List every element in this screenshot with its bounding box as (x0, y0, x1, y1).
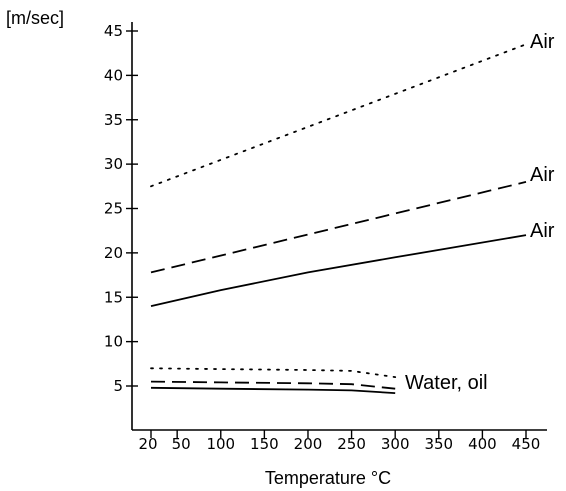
series-label-1: Air (530, 31, 555, 53)
x-tick-label: 20 (138, 435, 157, 453)
x-tick-label: 100 (206, 435, 235, 453)
y-tick-label: 25 (104, 200, 123, 218)
ticks: 20 50 100 150 200 250 300 350 400 450 5 10 15 20 25 30 3… (104, 22, 540, 453)
x-tick-label: 450 (512, 435, 541, 453)
y-tick-label: 5 (113, 377, 123, 395)
x-axis-title: Temperature °C (265, 468, 391, 488)
series-group (150, 43, 527, 394)
y-tick-label: 30 (104, 155, 123, 173)
series-line-4 (150, 367, 397, 379)
series-label-2: Air (530, 164, 555, 186)
series-line-2 (150, 181, 527, 274)
series-line-5 (150, 380, 396, 390)
y-tick-label: 20 (104, 244, 123, 262)
y-tick-label: 35 (104, 111, 123, 129)
series-line-6 (150, 386, 396, 394)
y-tick-label: 45 (104, 22, 123, 40)
x-tick-label: 400 (468, 435, 497, 453)
y-tick-label: 40 (104, 66, 123, 84)
y-tick-label: 10 (104, 333, 123, 351)
axes (131, 22, 547, 431)
series-label-3: Air (530, 220, 555, 242)
x-tick-label: 50 (172, 435, 191, 453)
series-line-1 (150, 43, 527, 188)
x-tick-label: 350 (424, 435, 453, 453)
x-tick-label: 150 (250, 435, 279, 453)
series-label-6: Water, oil (405, 372, 488, 394)
labels: Air Air Air Water, oil (405, 31, 555, 394)
series-line-3 (150, 234, 527, 307)
y-tick-label: 15 (104, 288, 123, 306)
x-tick-label: 300 (381, 435, 410, 453)
x-tick-label: 200 (294, 435, 323, 453)
y-axis-title: [m/sec] (6, 8, 64, 28)
x-tick-label: 250 (337, 435, 366, 453)
